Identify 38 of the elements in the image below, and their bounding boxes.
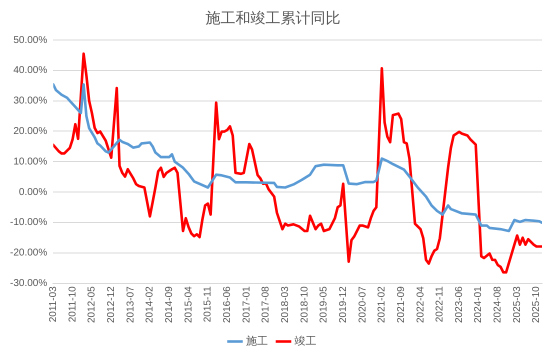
x-tick-label: 2015-11 <box>202 286 214 322</box>
x-tick-label: 2014-09 <box>164 286 175 324</box>
x-tick-label: 2011-03 <box>48 286 59 322</box>
x-tick-label: 2015-04 <box>183 286 194 324</box>
x-tick-label: 2025-10 <box>531 286 542 324</box>
x-tick-label: 2011-10 <box>67 286 78 322</box>
x-tick-label: 2021-02 <box>376 286 388 324</box>
x-tick-label: 2012-12 <box>106 286 117 324</box>
y-tick-label: -30.00% <box>10 278 48 290</box>
x-tick-label: 2023-06 <box>454 286 465 324</box>
y-tick-label: 0.00% <box>18 186 48 198</box>
x-tick-label: 2024-01 <box>473 286 484 324</box>
chart-title: 施工和竣工累计同比 <box>206 10 340 28</box>
x-tick-label: 2013-07 <box>125 286 136 324</box>
y-tick-label: 10.00% <box>13 156 48 168</box>
y-tick-label: 30.00% <box>13 96 48 107</box>
y-tick-label: 50.00% <box>13 34 48 46</box>
x-tick-label: 2017-08 <box>260 286 272 324</box>
x-tick-label: 2018-10 <box>299 286 310 324</box>
x-tick-label: 2019-12 <box>338 286 349 324</box>
x-tick-label: 2019-05 <box>318 286 330 324</box>
y-tick-label: 40.00% <box>13 65 48 76</box>
x-tick-label: 2024-08 <box>492 286 504 324</box>
legend-label: 施工 <box>246 334 268 348</box>
x-tick-label: 2025-03 <box>512 286 523 324</box>
x-tick-label: 2022-11 <box>434 286 446 322</box>
x-tick-label: 2018-03 <box>280 286 291 324</box>
y-tick-label: -20.00% <box>10 248 48 259</box>
x-tick-label: 2014-02 <box>144 286 156 324</box>
x-tick-label: 2017-01 <box>241 286 252 324</box>
x-tick-label: 2020-07 <box>357 286 368 324</box>
legend-label: 竣工 <box>294 334 316 348</box>
y-tick-label: 20.00% <box>13 126 48 137</box>
x-tick-label: 2012-05 <box>86 286 98 324</box>
y-tick-label: -10.00% <box>10 217 48 228</box>
x-tick-label: 2016-06 <box>222 286 233 324</box>
x-tick-label: 2022-04 <box>415 286 426 324</box>
x-tick-label: 2021-09 <box>396 286 407 324</box>
